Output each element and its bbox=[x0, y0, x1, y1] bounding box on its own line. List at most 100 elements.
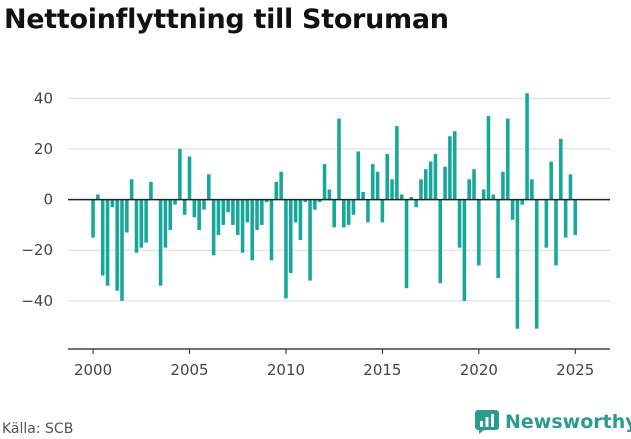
bar bbox=[554, 199, 558, 266]
x-tick-label: 2015 bbox=[363, 361, 401, 379]
bar bbox=[573, 199, 578, 236]
bar bbox=[380, 199, 385, 223]
x-tick-label: 2005 bbox=[170, 361, 208, 379]
bar bbox=[317, 199, 322, 203]
brand-logo[interactable]: Newsworthy bbox=[475, 408, 631, 436]
bar bbox=[438, 199, 443, 284]
bar bbox=[216, 199, 221, 236]
bar bbox=[505, 118, 510, 200]
bar bbox=[467, 179, 471, 200]
y-tick-label: 20 bbox=[34, 140, 53, 158]
bar bbox=[100, 199, 105, 276]
bar bbox=[419, 179, 423, 200]
bar-series bbox=[91, 93, 578, 329]
bar bbox=[486, 115, 491, 200]
newsworthy-chart-icon bbox=[475, 410, 499, 434]
bar bbox=[207, 174, 211, 200]
bar bbox=[342, 199, 346, 228]
bar bbox=[409, 197, 414, 200]
bar bbox=[428, 161, 433, 200]
y-tick-label: 40 bbox=[34, 89, 53, 107]
bar bbox=[134, 199, 139, 253]
bar bbox=[544, 199, 549, 248]
bar bbox=[163, 199, 168, 248]
bar bbox=[260, 199, 264, 225]
bar bbox=[481, 189, 486, 200]
bar bbox=[245, 199, 250, 223]
bar bbox=[337, 118, 341, 200]
source-note: Källa: SCB bbox=[2, 421, 74, 437]
bar bbox=[390, 179, 394, 200]
bar bbox=[197, 199, 201, 230]
brand-name: Newsworthy bbox=[505, 411, 631, 433]
bar bbox=[91, 199, 95, 238]
bar bbox=[202, 199, 206, 210]
bar bbox=[549, 161, 553, 200]
bar bbox=[496, 199, 500, 279]
bar bbox=[399, 194, 404, 200]
bar bbox=[361, 191, 365, 200]
bar bbox=[158, 199, 163, 286]
bar bbox=[559, 138, 563, 200]
bar bbox=[520, 199, 525, 205]
bar bbox=[477, 199, 481, 266]
y-tick-label: −40 bbox=[21, 292, 53, 310]
bar bbox=[530, 179, 534, 200]
bar bbox=[366, 199, 370, 223]
bar bbox=[129, 179, 134, 200]
bar bbox=[178, 148, 182, 200]
chart-title: Nettoinflyttning till Storuman bbox=[4, 4, 449, 35]
bar bbox=[274, 181, 279, 200]
bar bbox=[226, 199, 230, 213]
y-axis-labels: −40 −20 0 20 40 bbox=[21, 89, 53, 310]
bar bbox=[457, 199, 462, 248]
bar bbox=[568, 174, 573, 200]
bar bbox=[443, 166, 447, 200]
bar bbox=[385, 153, 390, 200]
bar bbox=[303, 199, 308, 203]
bar bbox=[327, 189, 332, 200]
x-tick-label: 2000 bbox=[74, 361, 112, 379]
y-tick-label: 0 bbox=[43, 191, 53, 209]
bar bbox=[182, 199, 187, 215]
bar bbox=[250, 199, 254, 261]
bar bbox=[322, 164, 327, 200]
bar bbox=[332, 199, 336, 228]
bar bbox=[139, 199, 144, 248]
bar bbox=[284, 199, 288, 299]
bar bbox=[308, 199, 312, 281]
bar bbox=[288, 199, 293, 274]
bar bbox=[356, 151, 361, 200]
bar bbox=[264, 199, 269, 203]
x-tick-label: 2025 bbox=[556, 361, 594, 379]
bar bbox=[433, 153, 438, 200]
bar bbox=[269, 199, 274, 261]
bar bbox=[255, 199, 259, 230]
bar bbox=[120, 199, 124, 301]
bar bbox=[192, 199, 197, 218]
x-tick-label: 2010 bbox=[267, 361, 305, 379]
bar bbox=[510, 199, 515, 220]
bar bbox=[370, 164, 375, 200]
bar bbox=[115, 199, 119, 291]
bar bbox=[96, 194, 100, 200]
bar bbox=[424, 169, 428, 200]
bar bbox=[173, 199, 177, 205]
bar bbox=[298, 199, 303, 241]
bar bbox=[375, 171, 380, 200]
bar bbox=[472, 169, 476, 200]
bar bbox=[168, 199, 173, 230]
bar bbox=[235, 199, 240, 236]
bar bbox=[144, 199, 148, 243]
bar bbox=[501, 171, 505, 200]
bar bbox=[313, 199, 317, 210]
bar bbox=[346, 199, 351, 225]
bar bbox=[395, 126, 399, 200]
bar bbox=[149, 181, 153, 200]
y-tick-label: −20 bbox=[21, 241, 53, 259]
bar bbox=[187, 156, 192, 200]
bar bbox=[125, 199, 129, 233]
bar bbox=[221, 199, 226, 225]
x-axis-labels: 2000 2005 2010 2015 2020 2025 bbox=[74, 349, 594, 379]
bar bbox=[240, 199, 245, 253]
